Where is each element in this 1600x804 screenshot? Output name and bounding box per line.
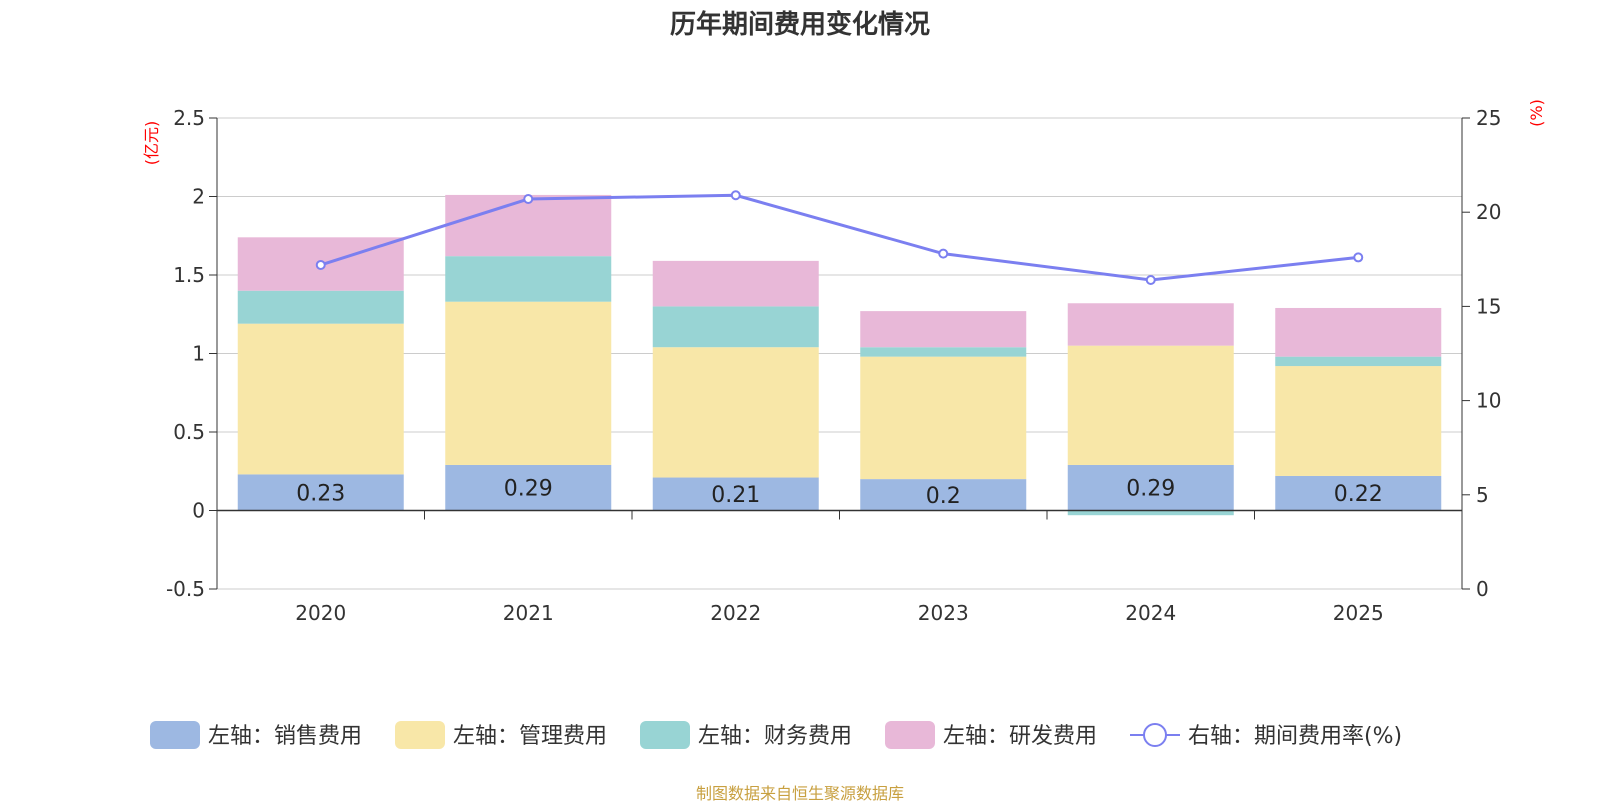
bar-segment	[652, 306, 819, 348]
left-axis-tick-label: 1	[192, 342, 205, 366]
data-labels: 0.23 0.29 0.21 0.2 0.29 0.22	[296, 477, 1382, 509]
legend-swatch	[395, 721, 445, 749]
category-label: 2020	[295, 601, 346, 625]
bar-value-label: 0.29	[1126, 477, 1175, 502]
bar-segment	[860, 311, 1027, 348]
bar-segment	[1067, 510, 1234, 516]
left-axis-tick-label: 2.5	[173, 106, 205, 130]
bar-value-label: 0.23	[296, 481, 345, 506]
bar-segment	[860, 356, 1027, 480]
rate-point	[523, 194, 534, 205]
right-axis-tick-label: 25	[1476, 106, 1501, 130]
bar-segment	[237, 290, 404, 324]
bar-segment	[445, 194, 612, 257]
bar-segment	[445, 464, 612, 511]
bar-segment	[445, 301, 612, 465]
bar-segment	[652, 347, 819, 478]
left-axis-unit: (亿元)	[142, 121, 161, 166]
rate-point	[1145, 275, 1156, 286]
legend-label: 左轴：研发费用	[943, 724, 1097, 749]
bar-segment	[1067, 464, 1234, 511]
bar-segment	[237, 474, 404, 511]
right-axis-tick-label: 5	[1476, 483, 1489, 507]
bar-value-label: 0.22	[1334, 482, 1383, 507]
rate-line	[320, 193, 1359, 282]
category-label: 2023	[918, 601, 969, 625]
bar-segment	[445, 256, 612, 302]
legend-label: 左轴：财务费用	[698, 724, 852, 749]
rate-point	[1353, 252, 1364, 263]
bar-segment	[1275, 307, 1442, 357]
right-axis-tick-label: 10	[1476, 389, 1501, 413]
right-axis-unit: (%)	[1527, 99, 1546, 127]
left-axis-tick-label: 0.5	[173, 420, 205, 444]
bar-value-label: 0.2	[926, 484, 961, 509]
right-axis-tick-label: 20	[1476, 200, 1501, 224]
bar-segment	[1275, 475, 1442, 511]
source-note: 制图数据来自恒生聚源数据库	[695, 784, 904, 803]
legend-swatch	[885, 721, 935, 749]
bar-segment	[860, 479, 1027, 511]
legend-label: 左轴：管理费用	[453, 724, 607, 749]
bar-value-label: 0.21	[711, 483, 760, 508]
left-axis-tick-label: 2	[192, 185, 205, 209]
bar-segment	[237, 323, 404, 475]
category-label: 2022	[710, 601, 761, 625]
legend-label: 右轴：期间费用率(%)	[1188, 724, 1402, 749]
rate-point	[938, 248, 949, 259]
legend[interactable]: 左轴：销售费用 左轴：管理费用 左轴：财务费用 左轴：研发费用 右轴：期间费用率(%)	[150, 721, 1402, 749]
category-label: 2024	[1125, 601, 1176, 625]
left-axis-tick-label: -0.5	[166, 577, 205, 601]
left-axis-tick-label: 1.5	[173, 263, 205, 287]
bar-segment	[1067, 303, 1234, 346]
rate-point	[315, 259, 326, 270]
rate-line-series	[315, 190, 1364, 286]
bar-segment	[652, 477, 819, 511]
legend-marker	[1143, 723, 1167, 747]
bar-value-label: 0.29	[504, 477, 553, 502]
bar-segment	[1275, 356, 1442, 367]
chart-title: 历年期间费用变化情况	[669, 10, 930, 40]
rate-point	[730, 190, 741, 201]
left-axis-tick-label: 0	[192, 499, 205, 523]
right-axis-tick-label: 15	[1476, 294, 1501, 318]
category-label: 2025	[1333, 601, 1384, 625]
legend-label: 左轴：销售费用	[208, 724, 362, 749]
bar-segment	[1067, 345, 1234, 465]
legend-swatch	[150, 721, 200, 749]
bar-segment	[1275, 366, 1442, 476]
bar-segment	[860, 347, 1027, 357]
right-axis-tick-label: 0	[1476, 577, 1489, 601]
bar-segment	[652, 260, 819, 307]
legend-swatch	[640, 721, 690, 749]
bar-series	[237, 194, 1442, 516]
category-label: 2021	[503, 601, 554, 625]
